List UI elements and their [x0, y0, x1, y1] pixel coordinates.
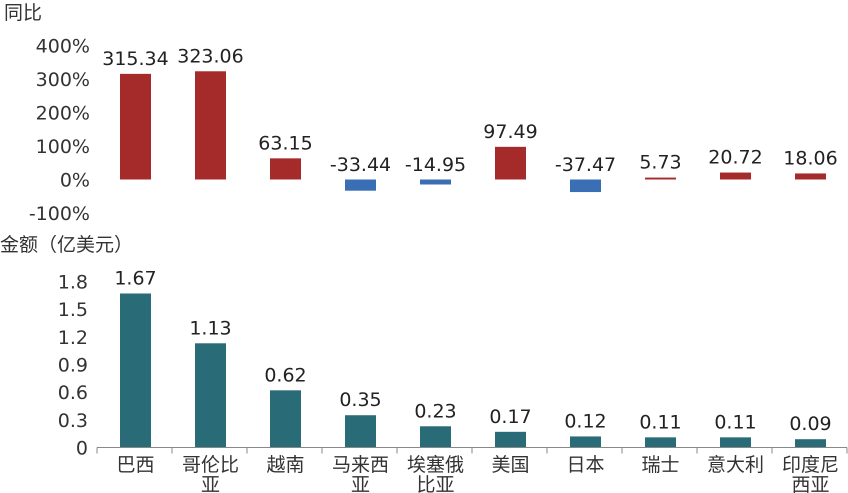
amount-y-tick-label: 1.5	[58, 299, 88, 321]
amount-data-label: 0.62	[264, 364, 306, 386]
yoy-y-tick-label: 300%	[36, 69, 90, 91]
amount-data-label: 1.13	[189, 317, 231, 339]
yoy-panel: 同比 400% 300% 200% 100% 0% -100% 315.34 323.06 6…	[4, 2, 838, 225]
category-label-line: 瑞士	[641, 454, 679, 476]
category-label: 越南	[266, 454, 304, 476]
amount-bar	[720, 437, 751, 448]
yoy-y-tick-label: -100%	[29, 203, 90, 225]
amount-bar	[645, 437, 676, 448]
amount-data-label: 0.12	[564, 410, 606, 432]
amount-bar	[120, 293, 151, 448]
yoy-y-tick-label: 200%	[36, 103, 90, 125]
amount-y-tick-label: 0	[76, 438, 88, 460]
amount-data-labels: 1.67 1.13 0.62 0.35 0.23 0.17 0.12 0.11 0.11 0.09	[114, 267, 831, 435]
amount-bar	[420, 426, 451, 448]
category-label-line: 印度尼	[782, 454, 839, 476]
yoy-bar	[570, 179, 601, 193]
yoy-data-label: 18.06	[783, 147, 837, 169]
category-label-line: 西亚	[791, 474, 829, 493]
amount-bar	[570, 436, 601, 448]
yoy-bar	[720, 172, 751, 180]
amount-data-label: 0.23	[414, 400, 456, 422]
amount-y-tick-label: 0.6	[58, 382, 88, 404]
category-label: 美国	[491, 454, 529, 476]
amount-y-tick-label: 1.2	[58, 327, 88, 349]
yoy-bar	[495, 146, 526, 180]
category-label-line: 比亚	[416, 474, 454, 493]
yoy-y-tick-label: 0%	[60, 170, 90, 192]
yoy-axis-title: 同比	[4, 2, 42, 24]
category-label-line: 日本	[566, 454, 604, 476]
yoy-data-label: -33.44	[330, 154, 391, 176]
category-label-line: 哥伦比	[182, 454, 239, 476]
category-label: 日本	[566, 454, 604, 476]
amount-data-label: 0.35	[339, 389, 381, 411]
category-label-line: 意大利	[707, 454, 764, 476]
yoy-data-label: -37.47	[555, 154, 616, 176]
amount-bar	[345, 415, 376, 448]
yoy-y-tick-label: 400%	[36, 36, 90, 58]
yoy-data-label: -14.95	[405, 154, 466, 176]
amount-data-label: 0.09	[789, 413, 831, 435]
amount-bar	[270, 390, 301, 448]
amount-data-label: 0.11	[714, 411, 756, 433]
yoy-y-tick-label: 100%	[36, 136, 90, 158]
category-label-line: 美国	[491, 454, 529, 476]
yoy-bar	[795, 173, 826, 180]
category-label: 哥伦比亚	[182, 454, 239, 493]
yoy-bar	[645, 177, 676, 180]
amount-x-axis	[96, 447, 848, 454]
category-label-line: 巴西	[116, 454, 154, 476]
yoy-data-label: 20.72	[708, 147, 762, 169]
category-label: 埃塞俄比亚	[407, 454, 464, 493]
category-label: 瑞士	[641, 454, 679, 476]
category-label-line: 越南	[266, 454, 304, 476]
amount-bar	[795, 439, 826, 448]
category-label: 意大利	[707, 454, 764, 476]
yoy-data-labels: 315.34 323.06 63.15 -33.44 -14.95 97.49 -37.47…	[102, 45, 837, 176]
amount-data-label: 0.11	[639, 411, 681, 433]
category-label-line: 亚	[351, 474, 370, 493]
yoy-bar	[195, 71, 226, 180]
amount-y-tick-label: 1.8	[58, 272, 88, 294]
category-label: 印度尼西亚	[782, 454, 839, 493]
category-label: 巴西	[116, 454, 154, 476]
amount-y-tick-label: 0.9	[58, 355, 88, 377]
category-label-line: 埃塞俄	[407, 454, 464, 476]
amount-y-tick-label: 0.3	[58, 410, 88, 432]
yoy-bars	[120, 71, 826, 193]
amount-bar	[495, 431, 526, 448]
category-label-line: 马来西	[332, 454, 389, 476]
yoy-data-label: 63.15	[258, 132, 312, 154]
amount-bars	[120, 293, 826, 448]
yoy-data-label: 315.34	[102, 48, 168, 70]
category-label: 马来西亚	[332, 454, 389, 493]
yoy-data-label: 5.73	[639, 152, 681, 174]
yoy-bar	[345, 179, 376, 191]
yoy-bar	[420, 179, 451, 185]
category-label-line: 亚	[201, 474, 220, 493]
amount-y-ticks: 1.8 1.5 1.2 0.9 0.6 0.3 0	[58, 272, 88, 460]
yoy-data-label: 323.06	[177, 45, 243, 67]
amount-data-label: 0.17	[489, 406, 531, 428]
amount-bar	[195, 343, 226, 448]
yoy-y-ticks: 400% 300% 200% 100% 0% -100%	[29, 36, 90, 226]
amount-panel: 金额（亿美元） 1.8 1.5 1.2 0.9 0.6 0.3 0 1.67 1.13 0.62…	[0, 234, 848, 493]
amount-data-label: 1.67	[114, 267, 156, 289]
yoy-bar	[270, 158, 301, 180]
yoy-bar	[120, 73, 151, 180]
amount-axis-title: 金额（亿美元）	[0, 234, 133, 256]
yoy-data-label: 97.49	[483, 121, 537, 143]
